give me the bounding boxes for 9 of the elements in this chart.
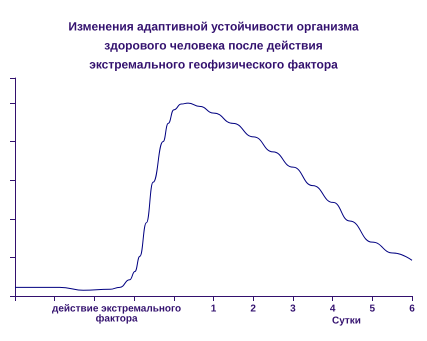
x-tick-label: 5	[370, 304, 376, 314]
x-tick-label: 6	[409, 304, 416, 314]
x-tick-label: 1	[210, 304, 217, 314]
chart-title: Изменения адаптивной устойчивости организма здорового человека после действия экстремального геофизического фактора	[68, 20, 359, 72]
x-tick-label: 3	[290, 304, 296, 314]
x-tick-label: 4	[330, 304, 336, 314]
text: действие экстремального фактора	[52, 304, 182, 324]
x-tick-label: 2	[250, 304, 256, 314]
x-axis-title: Сутки	[332, 316, 361, 326]
